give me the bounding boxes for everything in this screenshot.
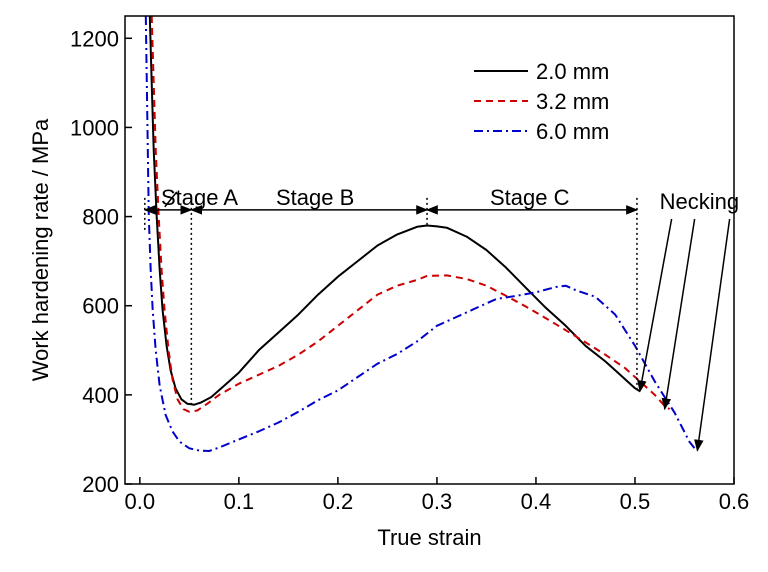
legend: 2.0 mm 3.2 mm 6.0 mm [474,59,609,144]
series-line-2 [150,16,671,413]
necking-arrow-1 [637,218,673,393]
stage-a-pointer [164,191,178,208]
series-line-1 [148,16,641,406]
annotation-layer: Stage A Stage B Stage C Necking [143,185,739,452]
y-tick-label: 600 [82,294,119,319]
stage-c-label: Stage C [490,185,570,210]
y-tick-label: 400 [82,383,119,408]
y-axis-title: Work hardening rate / MPa [28,118,53,381]
legend-label-2: 3.2 mm [536,89,609,114]
x-axis-title: True strain [377,525,481,550]
plot-frame [124,15,735,485]
stage-a-label: Stage A [161,185,238,210]
series-line-3 [144,16,698,452]
necking-label: Necking [660,189,739,214]
axes-layer: 0.0 0.1 0.2 0.3 0.4 0.5 0.6 200 400 600 800 1000 120… [70,15,750,514]
x-tick-label: 0.6 [719,489,750,514]
necking-arrow-2 [661,218,696,411]
legend-label-1: 2.0 mm [536,59,609,84]
x-tick-label: 0.4 [521,489,552,514]
necking-arrow-3 [694,218,731,452]
x-tick-label: 0.2 [323,489,354,514]
x-tick-label: 0.5 [620,489,651,514]
series-layer [144,16,698,452]
x-tick-label: 0.0 [125,489,156,514]
x-tick-label: 0.3 [422,489,453,514]
y-tick-label: 200 [82,472,119,497]
legend-label-3: 6.0 mm [536,119,609,144]
y-tick-label: 800 [82,205,119,230]
stage-b-label: Stage B [276,185,354,210]
x-tick-label: 0.1 [224,489,255,514]
y-tick-label: 1000 [70,115,119,140]
y-tick-label: 1200 [70,26,119,51]
